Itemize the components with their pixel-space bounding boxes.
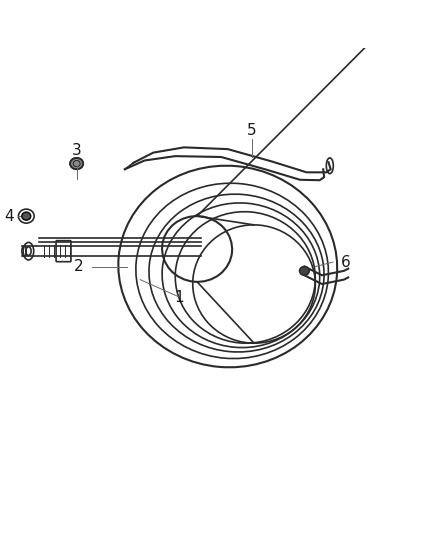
Text: 1: 1 bbox=[175, 289, 184, 305]
Text: 3: 3 bbox=[72, 143, 81, 158]
Text: 2: 2 bbox=[74, 259, 84, 274]
Text: 5: 5 bbox=[247, 123, 257, 138]
Ellipse shape bbox=[22, 212, 31, 220]
Text: 4: 4 bbox=[4, 208, 14, 224]
Ellipse shape bbox=[70, 158, 83, 169]
Ellipse shape bbox=[300, 266, 309, 275]
Text: 6: 6 bbox=[341, 255, 351, 270]
